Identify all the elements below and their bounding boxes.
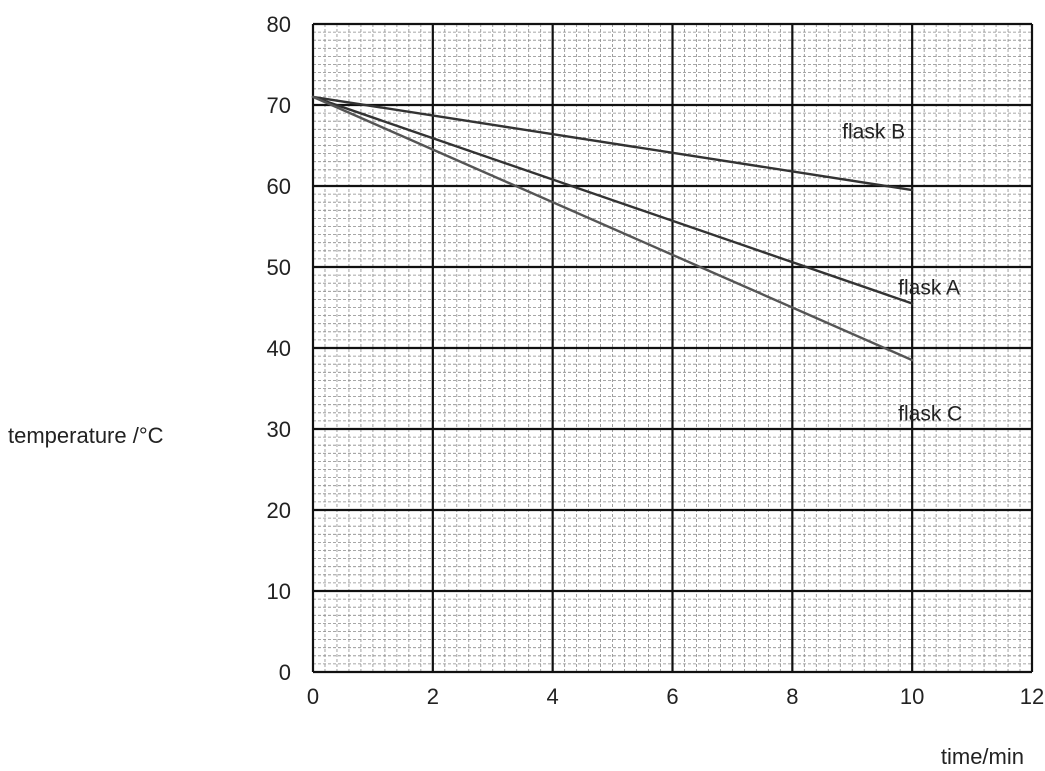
y-tick-label: 80 [267, 12, 291, 37]
series-lines [311, 95, 914, 362]
y-tick-label: 30 [267, 417, 291, 442]
series-line-flask-c [311, 95, 914, 362]
series-line-flask-b [311, 95, 914, 192]
series-label-flask-b: flask B [842, 121, 905, 144]
x-tick-label: 0 [307, 684, 319, 709]
x-tick-label: 4 [547, 684, 559, 709]
x-tick-label: 6 [666, 684, 678, 709]
x-axis-label: time/min [941, 744, 1024, 769]
series-labels: flask A flask B flask C [842, 121, 962, 426]
series-line-flask-a [311, 95, 914, 305]
x-tick-label: 2 [427, 684, 439, 709]
series-label-flask-c: flask C [898, 403, 962, 426]
y-tick-label: 20 [267, 498, 291, 523]
y-tick-label: 60 [267, 174, 291, 199]
x-tick-label: 10 [900, 684, 924, 709]
grid [311, 22, 1034, 674]
y-tick-label: 0 [279, 660, 291, 685]
x-tick-label: 8 [786, 684, 798, 709]
y-tick-label: 70 [267, 93, 291, 118]
y-axis-label: temperature /°C [8, 423, 164, 448]
series-label-flask-a: flask A [898, 276, 960, 299]
x-tick-label: 12 [1020, 684, 1044, 709]
y-tick-label: 50 [267, 255, 291, 280]
tick-labels: 0 2 4 6 8 10 12 0 10 20 30 40 50 60 70 80 [267, 12, 1045, 709]
y-tick-label: 10 [267, 579, 291, 604]
y-tick-label: 40 [267, 336, 291, 361]
